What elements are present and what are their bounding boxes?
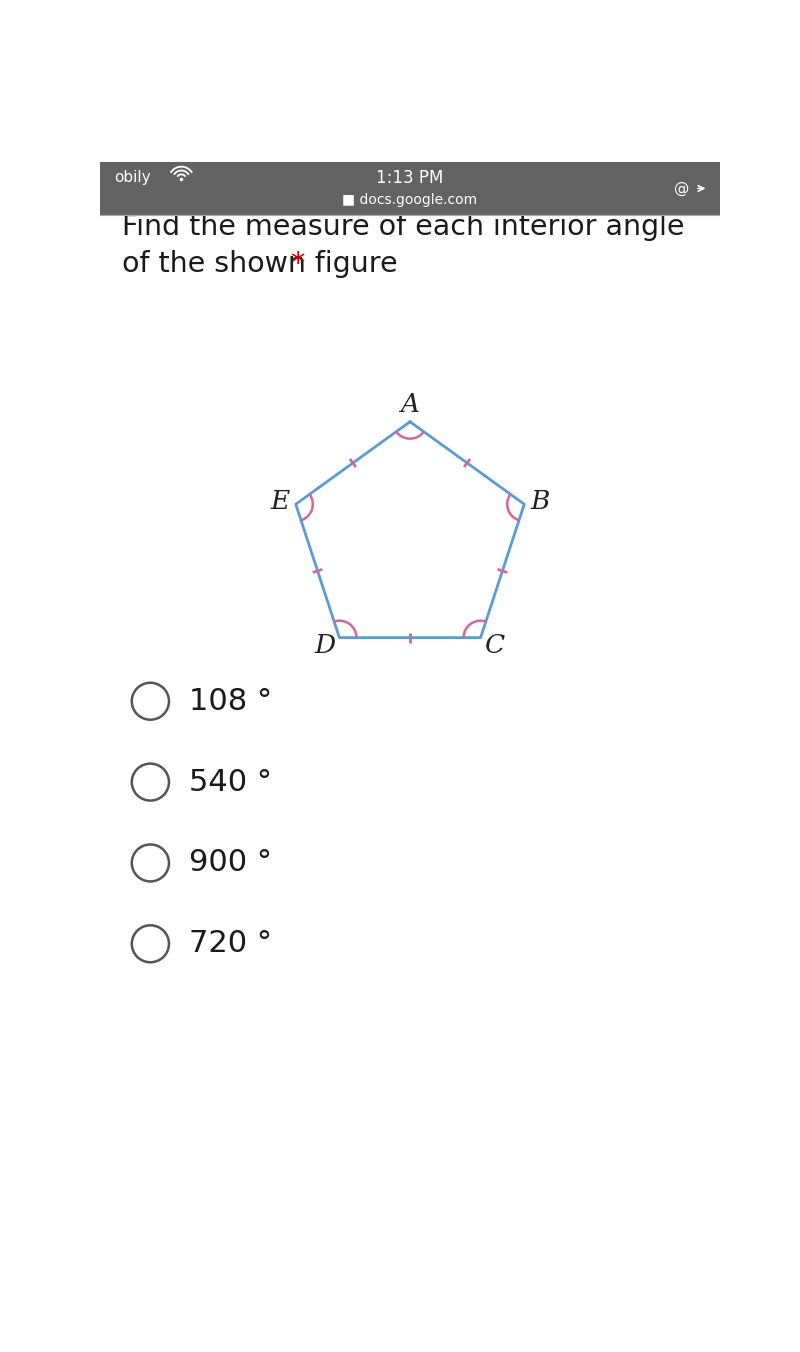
Text: D: D (315, 633, 336, 658)
Text: Find the measure of each interior angle: Find the measure of each interior angle (122, 212, 684, 241)
Text: 720 °: 720 ° (189, 929, 272, 959)
Text: 1:13 PM: 1:13 PM (376, 169, 444, 187)
Text: of the shown figure: of the shown figure (122, 250, 406, 279)
Text: obily: obily (114, 170, 150, 185)
Text: 900 °: 900 ° (189, 849, 272, 877)
Bar (100, 162, 720, 215)
Text: *: * (290, 250, 304, 279)
Text: C: C (485, 633, 505, 658)
Text: A: A (401, 392, 419, 418)
Text: @: @ (674, 181, 689, 196)
Text: E: E (270, 488, 290, 514)
Text: ■ docs.google.com: ■ docs.google.com (342, 193, 478, 207)
Text: B: B (530, 488, 550, 514)
Text: 540 °: 540 ° (189, 768, 272, 796)
Text: 108 °: 108 ° (189, 687, 272, 715)
